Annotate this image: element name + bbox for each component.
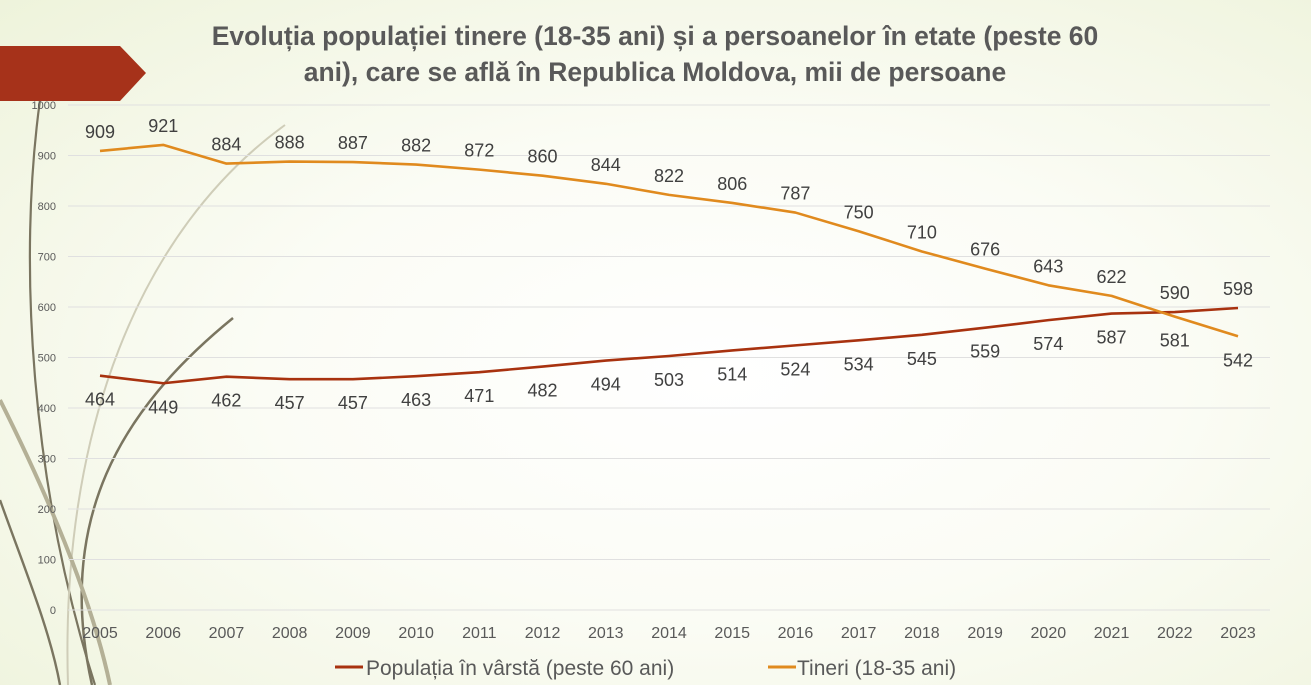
data-label-elderly: 587 [1097,328,1127,348]
x-tick-label: 2006 [145,625,181,642]
data-label-youth: 676 [970,240,1000,260]
data-label-youth: 787 [780,184,810,204]
data-label-elderly: 471 [464,386,494,406]
data-label-elderly: 545 [907,349,937,369]
legend: Populația în vârstă (peste 60 ani) Tineri… [335,657,956,680]
x-tick-label: 2022 [1157,625,1193,642]
y-tick-label: 1000 [32,100,56,112]
data-labels: 464 449 462 457 457 463 471 482 494 503 514 524 534 5… [85,116,1253,417]
data-label-youth: 542 [1223,350,1253,370]
x-tick-label: 2005 [82,625,118,642]
x-axis-tick-labels: 2005 2006 2007 2008 2009 2010 2011 2012 2013 2014… [82,625,1256,642]
data-label-elderly: 449 [148,397,178,417]
data-label-youth: 872 [464,141,494,161]
x-tick-label: 2019 [967,625,1003,642]
chart-title-line-2: ani), care se află în Republica Moldova,… [303,57,1007,87]
y-tick-label: 100 [38,555,56,567]
x-tick-label: 2013 [588,625,624,642]
data-label-youth: 921 [148,116,178,136]
x-tick-label: 2018 [904,625,940,642]
y-tick-label: 600 [38,302,56,314]
data-label-elderly: 534 [844,354,874,374]
x-tick-label: 2014 [651,625,687,642]
data-label-youth: 884 [211,135,241,155]
y-tick-label: 0 [50,605,56,617]
data-label-elderly: 524 [780,359,810,379]
chart-title: Evoluția populației tinere (18-35 ani) ș… [150,18,1160,90]
data-label-youth: 581 [1160,331,1190,351]
data-label-elderly: 559 [970,342,1000,362]
data-label-youth: 822 [654,166,684,186]
x-tick-label: 2009 [335,625,371,642]
data-label-elderly: 463 [401,390,431,410]
series-line-youth [99,143,1239,338]
x-tick-label: 2012 [525,625,561,642]
data-label-elderly: 464 [85,390,115,410]
x-tick-label: 2011 [462,625,497,642]
data-label-elderly: 514 [717,364,747,384]
x-tick-label: 2020 [1031,625,1067,642]
y-tick-label: 400 [38,403,56,415]
x-tick-label: 2010 [398,625,434,642]
series-line-elderly [99,306,1239,385]
data-label-youth: 882 [401,136,431,156]
y-tick-label: 800 [38,201,56,213]
data-label-youth: 909 [85,122,115,142]
data-label-elderly: 598 [1223,279,1253,299]
y-tick-label: 200 [38,504,56,516]
gridlines [68,104,1270,611]
data-label-youth: 860 [528,147,558,167]
y-tick-label: 700 [38,252,56,264]
data-label-youth: 643 [1033,256,1063,276]
data-label-youth: 710 [907,222,937,242]
data-label-elderly: 457 [338,393,368,413]
legend-label: Populația în vârstă (peste 60 ani) [366,657,674,680]
data-label-youth: 806 [717,174,747,194]
y-tick-label: 900 [38,151,56,163]
data-label-youth: 750 [844,202,874,222]
data-label-elderly: 457 [275,393,305,413]
y-axis-tick-labels: 0 100 200 300 400 500 600 700 800 900 1000 [32,100,56,617]
data-label-elderly: 482 [528,381,558,401]
x-tick-label: 2016 [778,625,814,642]
data-label-elderly: 574 [1033,334,1063,354]
chart-title-line-1: Evoluția populației tinere (18-35 ani) ș… [211,21,1099,51]
y-tick-label: 300 [38,454,56,466]
data-label-youth: 887 [338,133,368,153]
y-tick-label: 500 [38,353,56,365]
data-label-youth: 888 [275,133,305,153]
x-tick-label: 2017 [841,625,877,642]
series-lines [99,143,1239,385]
data-label-elderly: 590 [1160,283,1190,303]
legend-label: Tineri (18-35 ani) [797,657,956,680]
data-label-elderly: 494 [591,375,621,395]
x-tick-label: 2021 [1094,625,1130,642]
x-tick-label: 2023 [1220,625,1256,642]
data-label-elderly: 503 [654,370,684,390]
data-label-elderly: 462 [211,391,241,411]
x-tick-label: 2015 [714,625,750,642]
x-tick-label: 2007 [209,625,245,642]
accent-banner [0,46,146,101]
data-label-youth: 844 [591,155,621,175]
data-label-youth: 622 [1097,267,1127,287]
x-tick-label: 2008 [272,625,308,642]
